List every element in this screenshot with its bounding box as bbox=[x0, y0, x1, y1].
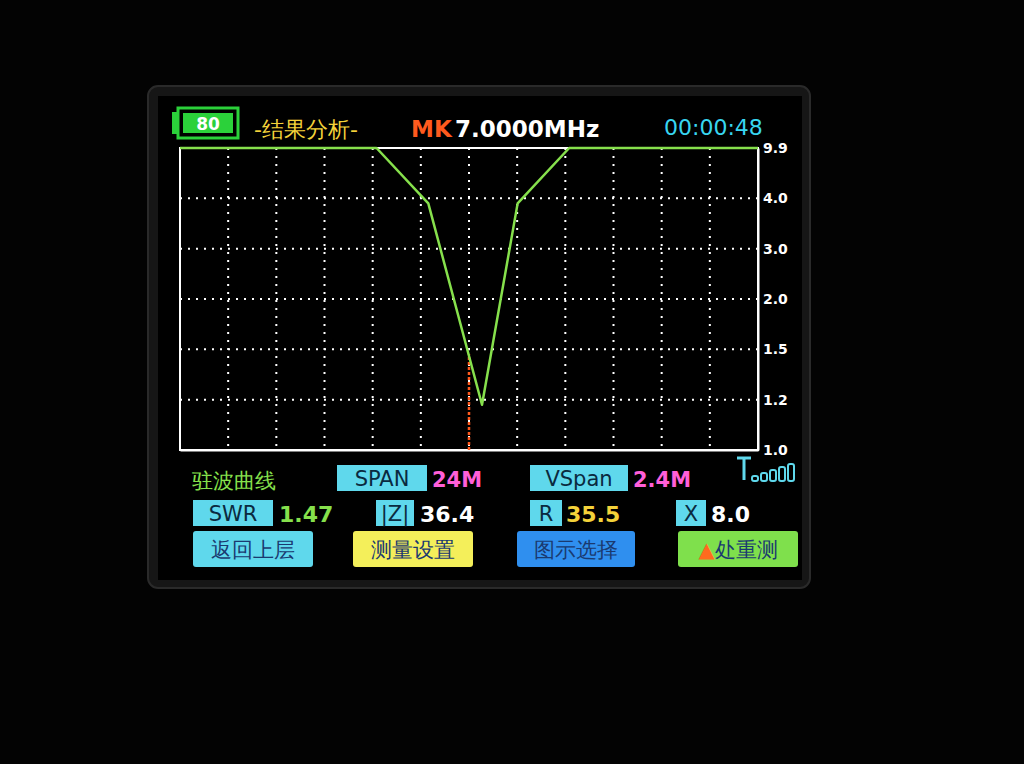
signal-bar bbox=[761, 473, 767, 481]
vspan-label: VSpan bbox=[545, 467, 612, 491]
signal-bar bbox=[770, 470, 776, 481]
reading-label-box bbox=[193, 500, 273, 526]
y-tick: 2.0 bbox=[758, 291, 788, 307]
y-axis-line bbox=[758, 149, 760, 451]
y-tick: 4.0 bbox=[758, 190, 788, 206]
y-tick-label: 1.5 bbox=[763, 341, 788, 357]
signal-bar bbox=[752, 476, 758, 481]
button-label[interactable]: ▲处重测 bbox=[698, 538, 777, 562]
button-face[interactable] bbox=[517, 531, 635, 567]
y-tick: 9.9 bbox=[758, 140, 788, 156]
y-tick-label: 3.0 bbox=[763, 241, 788, 257]
y-tick-label: 4.0 bbox=[763, 190, 788, 206]
battery-fill bbox=[183, 113, 233, 133]
signal-icon bbox=[737, 458, 794, 481]
span-label-box bbox=[337, 465, 427, 491]
signal-bar bbox=[779, 467, 785, 481]
button-label[interactable]: 测量设置 bbox=[371, 538, 455, 562]
vspan-label-box bbox=[530, 465, 628, 491]
plot-marks bbox=[180, 148, 758, 450]
y-tick-label: 1.0 bbox=[763, 442, 788, 458]
reading-label-box bbox=[376, 500, 414, 526]
reading-value: 1.47 bbox=[279, 502, 333, 527]
button-face[interactable] bbox=[353, 531, 473, 567]
reading-label: |Z| bbox=[381, 502, 410, 527]
marker-frequency: 7.0000MHz bbox=[455, 116, 599, 142]
button-label[interactable]: 返回上层 bbox=[211, 538, 295, 562]
battery-level: 80 bbox=[196, 114, 220, 134]
screen-title: -结果分析- bbox=[254, 117, 358, 142]
span-label: SPAN bbox=[355, 467, 410, 491]
y-tick: 1.0 bbox=[758, 442, 788, 458]
button-face[interactable] bbox=[678, 531, 798, 567]
grid-line-y bbox=[180, 197, 758, 199]
button[interactable]: 图示选择 bbox=[517, 531, 635, 567]
y-tick-label: 2.0 bbox=[763, 291, 788, 307]
cursor-line bbox=[468, 354, 471, 450]
reading-label-box bbox=[530, 500, 562, 526]
button[interactable]: 返回上层 bbox=[193, 531, 313, 567]
y-tick: 1.2 bbox=[758, 392, 788, 408]
clock: 00:00:48 bbox=[664, 115, 763, 140]
bezel bbox=[148, 86, 810, 588]
vspan-value: 2.4M bbox=[633, 468, 691, 492]
grid bbox=[180, 148, 758, 450]
grid-line-y bbox=[180, 348, 758, 350]
curve-label: 驻波曲线 bbox=[192, 469, 276, 493]
reading-label: SWR bbox=[209, 502, 258, 526]
analyzer-screen: 80 -结果分析- MK7.0000MHz 00:00:48 1.0 1.2 1.5 2.0 3… bbox=[0, 0, 1024, 764]
span-value: 24M bbox=[432, 468, 482, 492]
marker-label: MK bbox=[411, 116, 453, 142]
reading-value: 35.5 bbox=[566, 502, 620, 527]
button[interactable]: 测量设置 bbox=[353, 531, 473, 567]
antenna bbox=[737, 458, 751, 480]
y-tick: 3.0 bbox=[758, 241, 788, 257]
reading-label: R bbox=[539, 502, 554, 526]
reading-value: 8.0 bbox=[711, 502, 750, 527]
reading-value: 36.4 bbox=[420, 502, 474, 527]
screen bbox=[158, 96, 802, 580]
reading-label-box bbox=[676, 500, 706, 526]
signal-bar bbox=[788, 464, 794, 481]
y-axis: 1.0 1.2 1.5 2.0 3.0 4.0 9.9 bbox=[758, 140, 788, 458]
y-tick-label: 1.2 bbox=[763, 392, 788, 408]
battery-frame bbox=[178, 108, 238, 138]
swr-curve bbox=[180, 148, 758, 405]
y-tick-label: 9.9 bbox=[763, 140, 788, 156]
plot-frame bbox=[180, 148, 758, 450]
grid-line-y bbox=[180, 248, 758, 250]
button[interactable]: ▲处重测 bbox=[678, 531, 798, 567]
button-label[interactable]: 图示选择 bbox=[534, 538, 618, 562]
y-tick: 1.5 bbox=[758, 341, 788, 357]
grid-line-y bbox=[180, 298, 758, 300]
reading-label: X bbox=[684, 502, 698, 526]
button-face[interactable] bbox=[193, 531, 313, 567]
